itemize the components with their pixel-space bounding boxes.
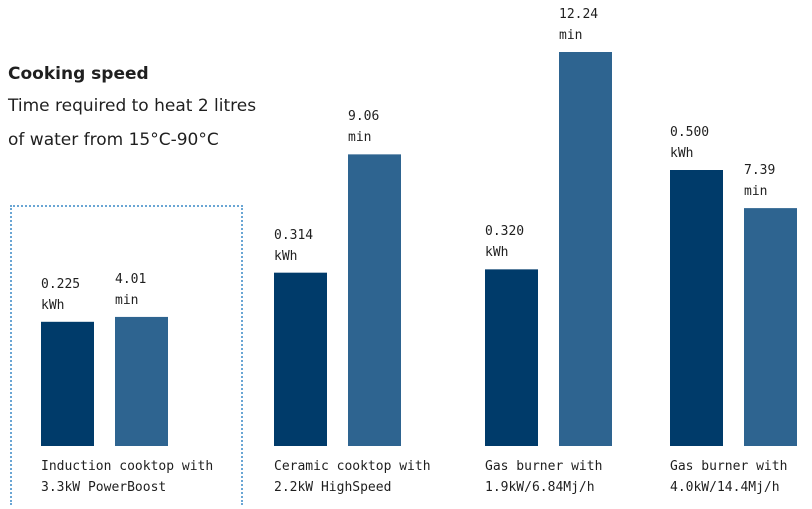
bar-min-3: [744, 208, 797, 446]
bar-kWh-3: [670, 170, 723, 446]
data-label-kWh-0: 0.225 kWh: [41, 276, 81, 313]
category-label-0: Induction cooktop with 3.3kW PowerBoost: [41, 459, 214, 495]
data-label-min-1: 9.06 min: [348, 109, 380, 146]
data-label-min-2: 12.24 min: [559, 7, 599, 43]
data-label-kWh-3: 0.500 kWh: [670, 125, 710, 161]
highlight-box: [10, 205, 243, 505]
data-label-kWh-2: 0.320 kWh: [485, 224, 525, 261]
bar-kWh-1: [274, 272, 327, 446]
bar-min-0: [115, 316, 168, 446]
category-label-2: Gas burner with 1.9kW/6.84Mj/h: [485, 459, 603, 495]
bar-min-2: [559, 52, 612, 446]
bar-kWh-0: [41, 321, 94, 446]
data-label-min-0: 4.01 min: [115, 271, 147, 308]
bar-kWh-2: [485, 269, 538, 446]
category-label-1: Ceramic cooktop with 2.2kW HighSpeed: [274, 459, 431, 495]
chart-subtitle-line-2: of water from 15°C-90°C: [8, 130, 219, 150]
data-label-kWh-1: 0.314 kWh: [274, 227, 314, 264]
chart-title: Cooking speed: [8, 64, 149, 84]
chart-subtitle-line-1: Time required to heat 2 litres: [8, 96, 257, 116]
category-label-3: Gas burner with 4.0kW/14.4Mj/h: [670, 459, 788, 495]
data-label-min-3: 7.39 min: [744, 163, 776, 200]
bar-min-1: [348, 154, 401, 447]
